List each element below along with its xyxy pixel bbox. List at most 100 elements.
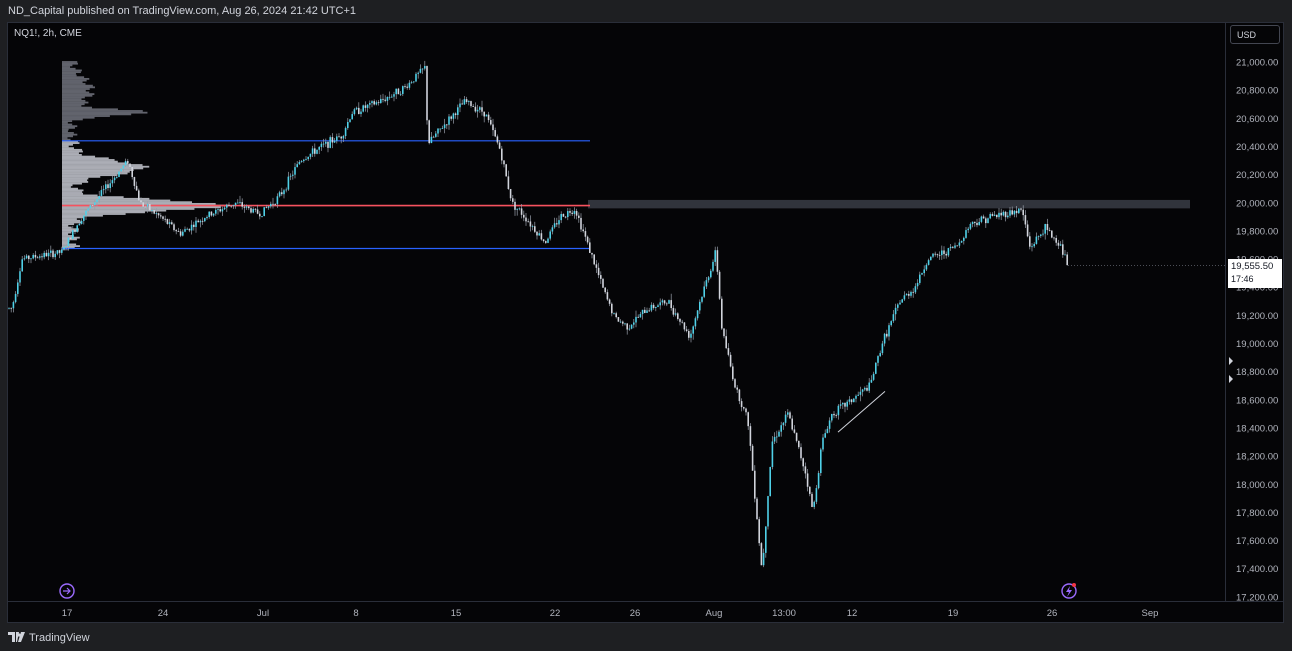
candle-body <box>639 314 642 318</box>
candle-body <box>76 225 78 232</box>
candle-body <box>437 128 439 134</box>
candle-body <box>461 103 463 105</box>
candle-body <box>659 302 661 306</box>
candle-body <box>307 156 309 160</box>
candle-body <box>142 202 144 207</box>
price-tick-label: 20,400.00 <box>1236 142 1278 153</box>
candle-body <box>947 248 950 256</box>
candle-body <box>155 213 158 214</box>
candle-body <box>578 215 580 218</box>
candle-body <box>300 161 303 162</box>
candle-body <box>1057 242 1060 246</box>
volume-profile-bar <box>62 118 83 121</box>
candle-body <box>989 214 991 219</box>
candle-body <box>215 209 217 214</box>
volume-profile-bar <box>62 165 150 168</box>
candle-body <box>479 107 481 110</box>
candle-body <box>611 303 613 314</box>
candle-body <box>12 302 15 309</box>
candle-body <box>252 208 254 213</box>
candle-body <box>910 291 912 296</box>
candle-body <box>373 101 375 105</box>
candle-body <box>344 128 347 137</box>
candle-body <box>859 391 862 395</box>
candle-body <box>89 205 92 209</box>
candle-body <box>663 300 666 304</box>
candle-body <box>850 399 853 403</box>
candle-body <box>149 203 151 211</box>
candle-body <box>85 210 87 216</box>
volume-profile-bar <box>62 216 84 219</box>
candle-body <box>369 103 371 105</box>
lightning-icon[interactable] <box>1061 583 1077 599</box>
price-tick-label: 18,800.00 <box>1236 367 1278 378</box>
volume-profile-bar <box>62 103 85 106</box>
chart-pane[interactable] <box>7 22 1284 623</box>
candle-body <box>670 300 672 309</box>
candle-body <box>371 101 373 104</box>
candle-body <box>496 136 499 143</box>
candle-body <box>1042 233 1044 235</box>
volume-profile-bar <box>62 67 76 70</box>
candle-body <box>936 254 939 256</box>
candle-body <box>789 412 791 419</box>
time-tick-label: 19 <box>948 608 959 619</box>
candle-body <box>360 111 362 114</box>
volume-profile-bar <box>62 174 118 177</box>
replay-icon[interactable] <box>59 583 75 599</box>
candle-body <box>56 250 59 254</box>
candle-body <box>384 99 386 101</box>
tradingview-brand[interactable]: TradingView <box>8 631 90 645</box>
candle-body <box>866 387 868 391</box>
symbol-legend[interactable]: NQ1!, 2h, CME <box>14 28 82 39</box>
candle-body <box>571 212 573 214</box>
candle-body <box>773 436 776 442</box>
candle-body <box>116 177 118 178</box>
currency-button[interactable]: USD <box>1230 25 1280 44</box>
volume-profile-bar <box>62 137 68 139</box>
candle-body <box>138 190 140 201</box>
candle-body <box>556 223 558 225</box>
candle-body <box>102 189 105 191</box>
candle-body <box>292 174 294 176</box>
volume-profile-bar <box>62 143 73 146</box>
candle-body <box>934 253 936 255</box>
candle-body <box>846 401 848 407</box>
candle-body <box>736 387 738 390</box>
candle-body <box>694 318 697 327</box>
candle-body <box>210 211 213 216</box>
candle-body <box>424 66 426 69</box>
candle-body <box>886 333 888 337</box>
candle-body <box>516 208 518 210</box>
candle-body <box>199 220 202 223</box>
candle-body <box>509 188 512 199</box>
candle-body <box>877 356 879 363</box>
candle-body <box>503 160 505 165</box>
candle-body <box>162 216 164 219</box>
candle-body <box>463 99 466 105</box>
candle-body <box>622 321 624 324</box>
candle-body <box>1000 212 1002 216</box>
candle-body <box>624 323 626 325</box>
candle-body <box>212 213 215 216</box>
candle-body <box>826 428 829 434</box>
candle-body <box>958 242 961 246</box>
candle-body <box>802 458 804 467</box>
candle-body <box>932 253 934 257</box>
price-axis-divider <box>1225 22 1226 602</box>
candle-body <box>943 250 945 254</box>
volume-profile-bar <box>62 61 78 63</box>
volume-profile-bar <box>62 245 80 248</box>
candle-body <box>23 258 26 260</box>
candle-body <box>234 202 237 205</box>
volume-profile-bar <box>62 69 82 72</box>
candle-body <box>507 176 510 189</box>
candle-body <box>485 114 488 117</box>
volume-profile-bar <box>62 91 90 94</box>
volume-profile-bar <box>62 108 118 111</box>
candle-body <box>239 202 241 203</box>
candle-body <box>160 215 162 217</box>
candle-body <box>824 433 826 438</box>
candle-body <box>842 402 844 405</box>
